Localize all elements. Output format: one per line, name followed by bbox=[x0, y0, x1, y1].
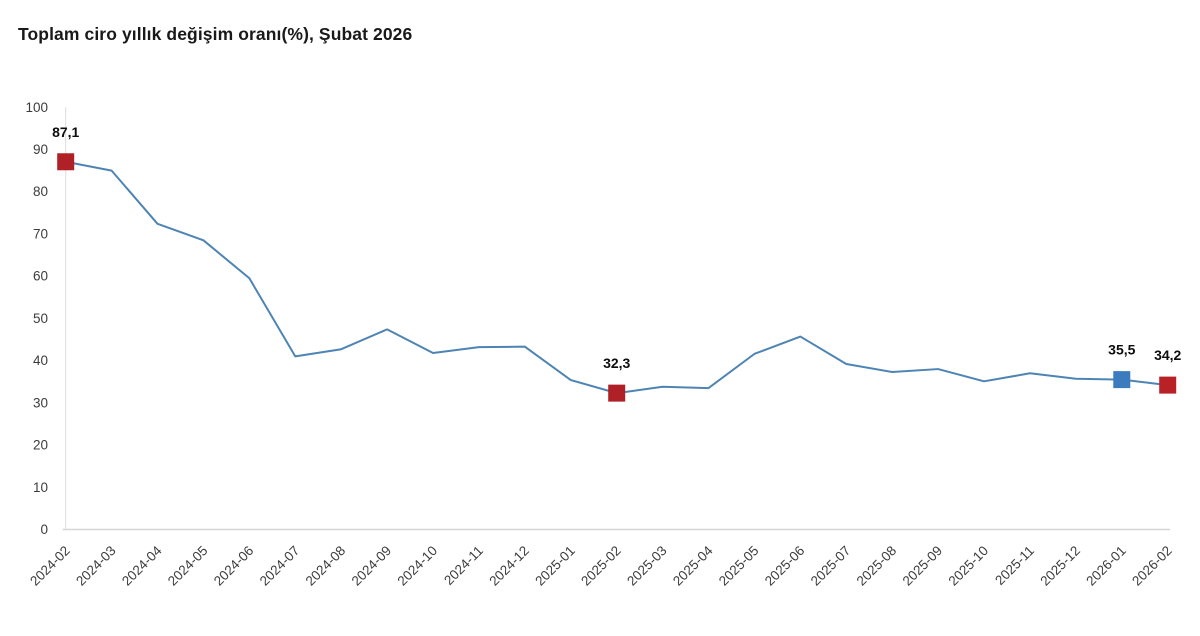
x-tick-label: 2024-07 bbox=[257, 543, 303, 589]
x-tick-label: 2025-03 bbox=[624, 543, 670, 589]
y-tick-label: 20 bbox=[33, 438, 48, 453]
y-tick-label: 50 bbox=[33, 311, 48, 326]
data-label-2026-02: 34,2 bbox=[1154, 347, 1181, 363]
y-tick-label: 30 bbox=[33, 395, 48, 410]
x-tick-label: 2024-03 bbox=[73, 543, 119, 589]
x-tick-label: 2024-10 bbox=[395, 543, 441, 589]
x-tick-label: 2026-02 bbox=[1129, 543, 1175, 589]
x-tick-label: 2025-01 bbox=[532, 543, 578, 589]
x-tick-label: 2025-11 bbox=[992, 543, 1037, 588]
x-tick-label: 2025-04 bbox=[670, 543, 716, 589]
x-tick-label: 2024-06 bbox=[211, 543, 257, 589]
x-tick-label: 2025-05 bbox=[716, 543, 762, 589]
chart-title: Toplam ciro yıllık değişim oranı(%), Şub… bbox=[18, 24, 413, 44]
x-tick-label: 2025-06 bbox=[762, 543, 808, 589]
x-tick-label: 2025-09 bbox=[900, 543, 946, 589]
y-tick-label: 60 bbox=[33, 269, 48, 284]
x-tick-label: 2025-10 bbox=[946, 543, 992, 589]
y-tick-label: 40 bbox=[33, 353, 48, 368]
x-tick-label: 2025-07 bbox=[808, 543, 854, 589]
y-tick-label: 90 bbox=[33, 142, 48, 157]
y-tick-label: 0 bbox=[40, 522, 48, 537]
data-label-2026-01: 35,5 bbox=[1108, 342, 1135, 358]
x-tick-label: 2024-12 bbox=[486, 543, 532, 589]
x-tick-label: 2024-05 bbox=[165, 543, 211, 589]
x-tick-label: 2026-01 bbox=[1083, 543, 1129, 589]
marker-2025-02 bbox=[608, 384, 626, 402]
data-label-2024-02: 87,1 bbox=[52, 124, 79, 140]
x-tick-label: 2025-08 bbox=[854, 543, 900, 589]
x-tick-label: 2024-04 bbox=[119, 543, 165, 589]
marker-2026-01 bbox=[1113, 371, 1131, 389]
x-tick-label: 2025-12 bbox=[1037, 543, 1083, 589]
y-tick-label: 70 bbox=[33, 226, 48, 241]
marker-2026-02 bbox=[1159, 376, 1177, 394]
x-tick-label: 2024-11 bbox=[441, 543, 486, 588]
x-tick-label: 2025-02 bbox=[578, 543, 624, 589]
x-tick-label: 2024-08 bbox=[303, 543, 349, 589]
data-label-2025-02: 32,3 bbox=[603, 355, 630, 371]
x-tick-label: 2024-09 bbox=[349, 543, 395, 589]
x-tick-label: 2024-02 bbox=[27, 543, 73, 589]
marker-2024-02 bbox=[57, 153, 75, 171]
y-tick-label: 10 bbox=[33, 480, 48, 495]
y-tick-label: 100 bbox=[25, 100, 48, 115]
y-tick-label: 80 bbox=[33, 184, 48, 199]
